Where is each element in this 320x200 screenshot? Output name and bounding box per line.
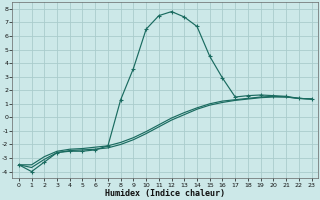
X-axis label: Humidex (Indice chaleur): Humidex (Indice chaleur) <box>105 189 225 198</box>
